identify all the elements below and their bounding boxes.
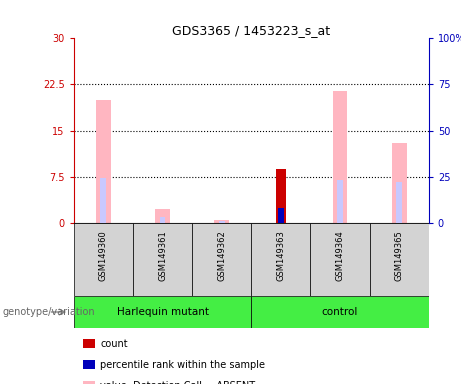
Text: GSM149363: GSM149363 [276, 230, 285, 281]
Text: Harlequin mutant: Harlequin mutant [117, 307, 208, 317]
Text: count: count [100, 339, 128, 349]
Bar [251, 223, 310, 296]
Bar [96, 100, 111, 223]
Text: GSM149360: GSM149360 [99, 230, 108, 281]
Bar [74, 296, 251, 328]
Bar [192, 223, 251, 296]
Bar [310, 223, 370, 296]
Bar [370, 223, 429, 296]
Text: GSM149365: GSM149365 [395, 230, 404, 281]
Bar [219, 221, 225, 223]
Text: value, Detection Call = ABSENT: value, Detection Call = ABSENT [100, 381, 255, 384]
Bar [392, 143, 407, 223]
Bar [100, 179, 106, 223]
Text: GSM149364: GSM149364 [336, 230, 344, 281]
Bar [133, 223, 192, 296]
Bar [160, 217, 165, 223]
Bar [214, 220, 229, 223]
Bar [332, 91, 348, 223]
Title: GDS3365 / 1453223_s_at: GDS3365 / 1453223_s_at [172, 24, 331, 37]
Bar [74, 223, 133, 296]
Text: GSM149362: GSM149362 [217, 230, 226, 281]
Text: control: control [322, 307, 358, 317]
Text: GSM149361: GSM149361 [158, 230, 167, 281]
Text: percentile rank within the sample: percentile rank within the sample [100, 360, 266, 370]
Bar [396, 182, 402, 223]
Bar [251, 296, 429, 328]
Bar [155, 209, 170, 223]
Bar [337, 180, 343, 223]
Bar [276, 169, 286, 223]
Bar [278, 208, 284, 223]
Text: genotype/variation: genotype/variation [2, 307, 95, 317]
